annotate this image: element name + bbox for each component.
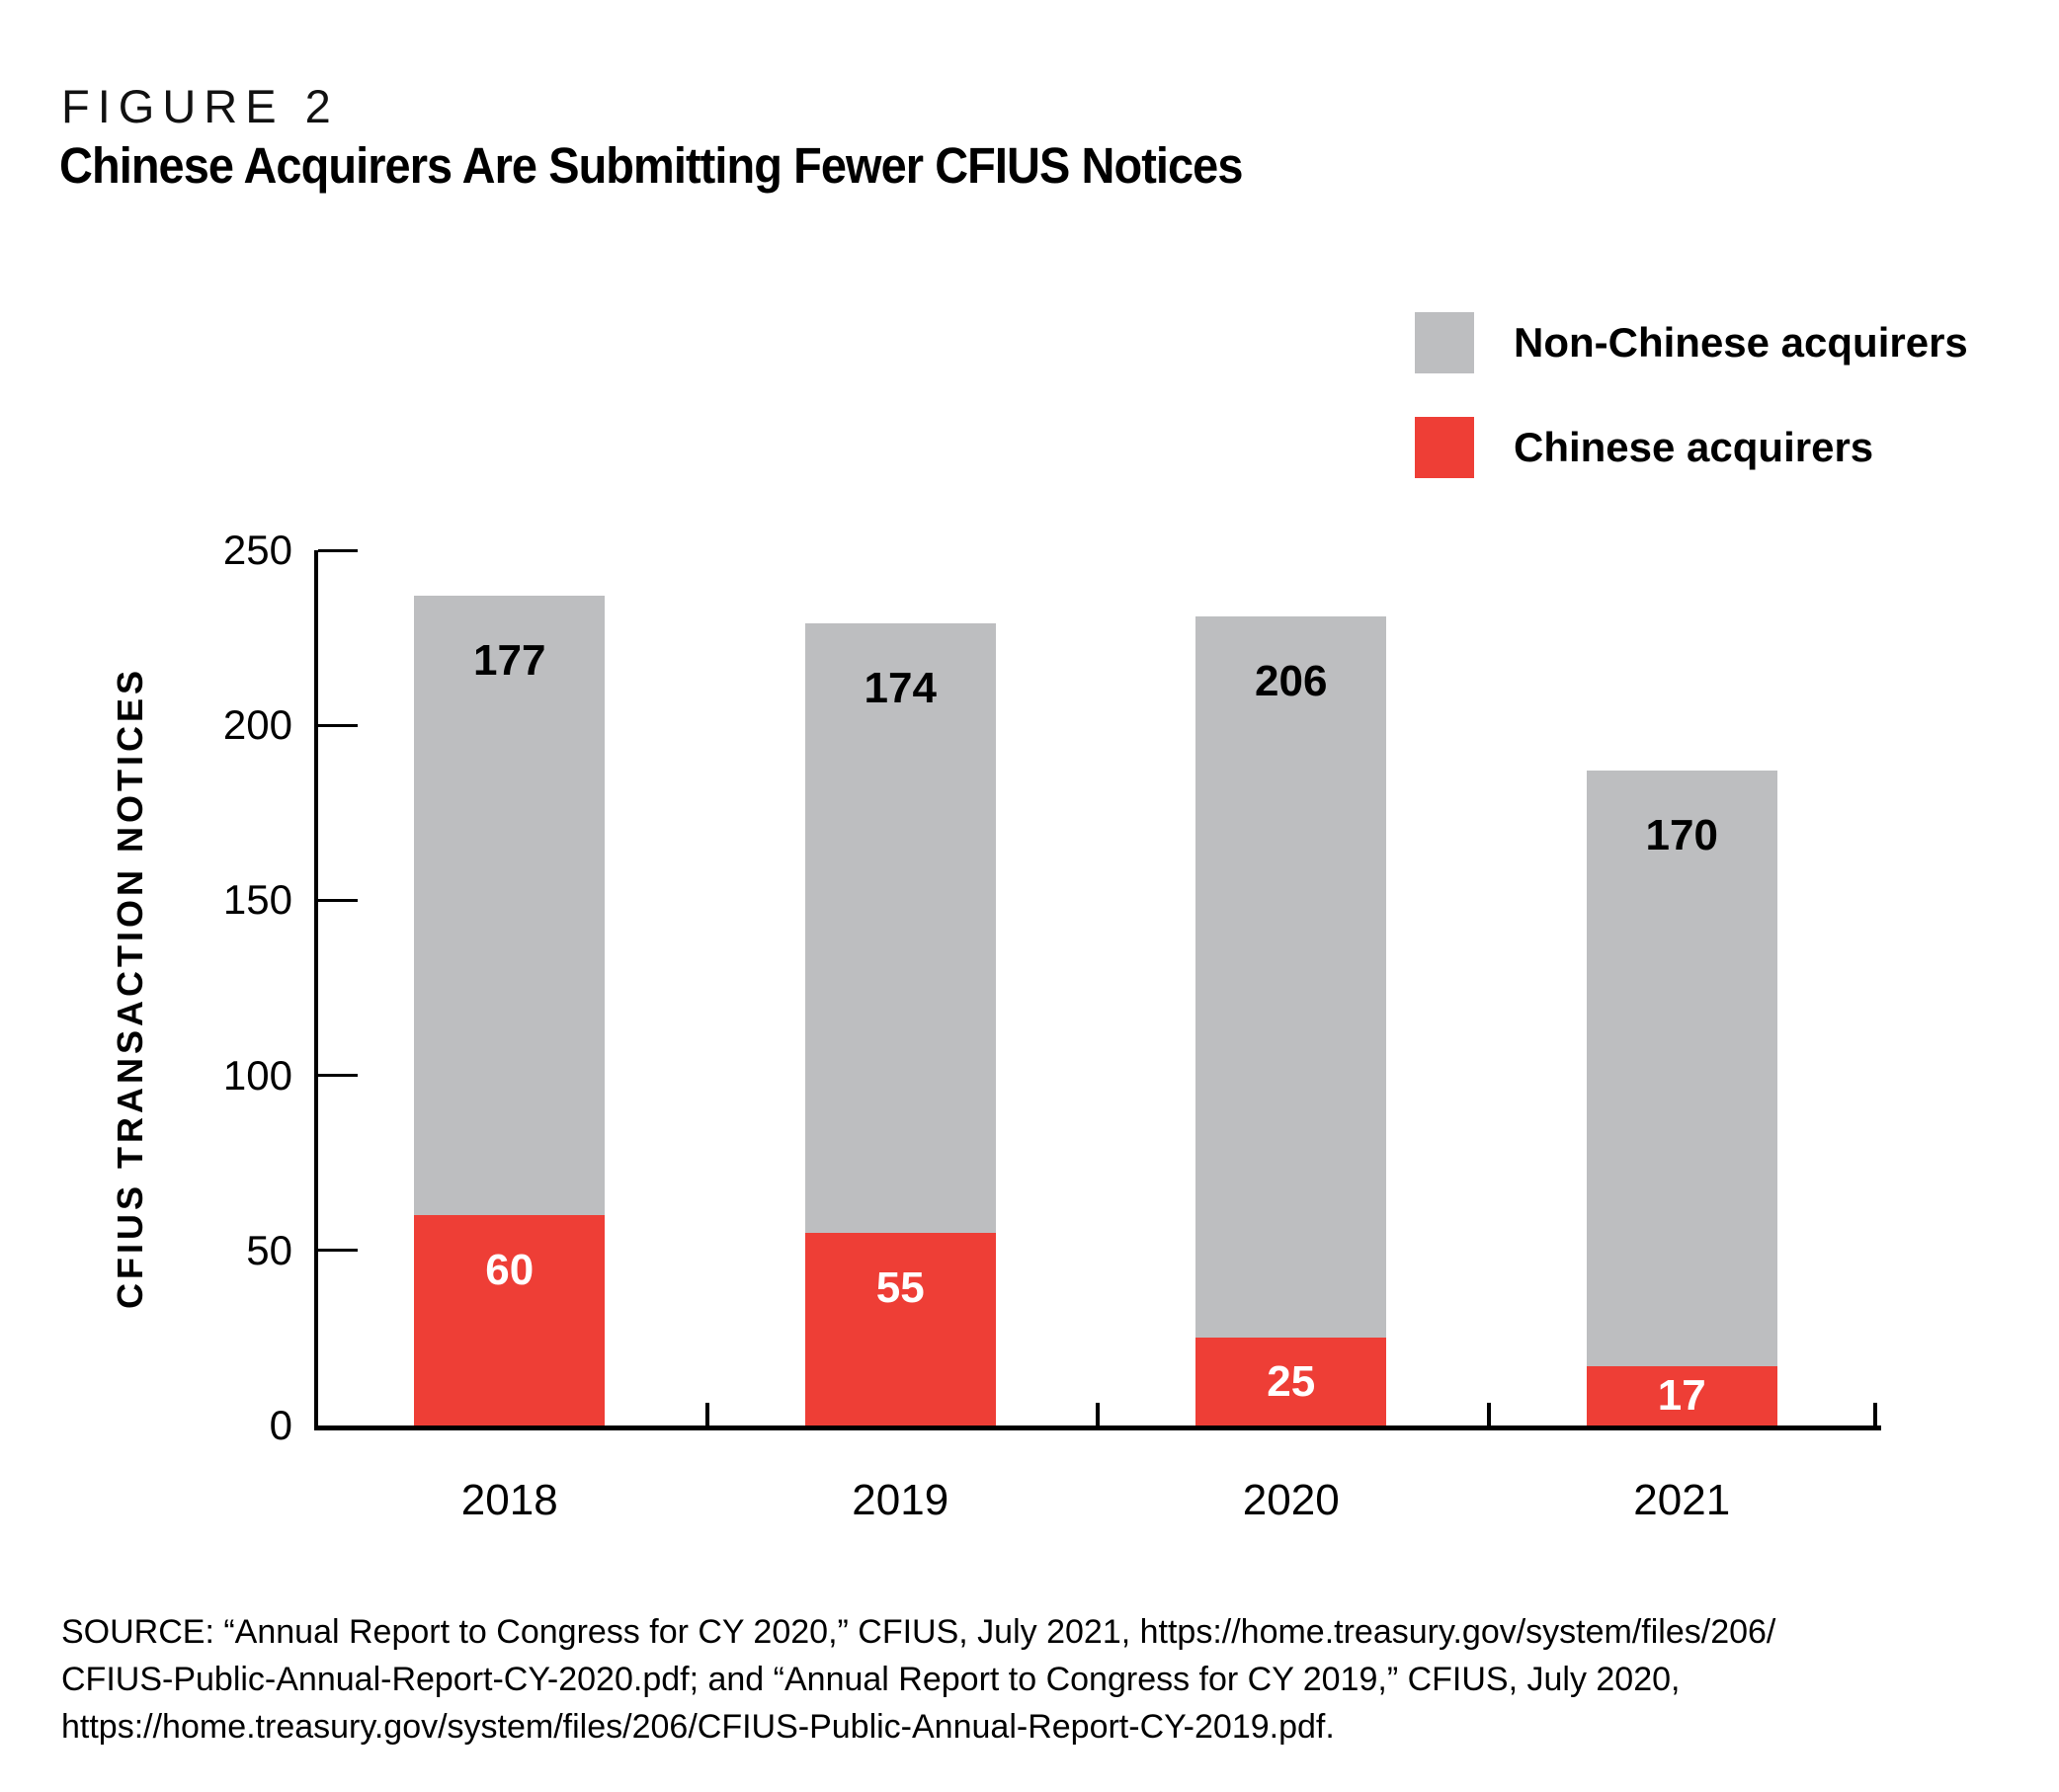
y-axis-tick xyxy=(318,1074,358,1078)
bar-value-label-non-chinese-2018: 177 xyxy=(473,636,546,686)
x-axis-tick xyxy=(1096,1403,1100,1425)
y-axis-tick xyxy=(318,1249,358,1253)
source-line: https://home.treasury.gov/system/files/2… xyxy=(61,1708,1335,1746)
legend-swatch-chinese xyxy=(1415,417,1474,478)
x-axis-line xyxy=(314,1425,1881,1430)
bar-value-label-chinese-2019: 55 xyxy=(875,1263,925,1313)
x-category-label-2018: 2018 xyxy=(460,1476,558,1524)
bar-segment-non-chinese-2019 xyxy=(804,623,996,1234)
source-line: CFIUS-Public-Annual-Report-CY-2020.pdf; … xyxy=(61,1661,1681,1698)
source-line: SOURCE: “Annual Report to Congress for C… xyxy=(61,1613,1776,1651)
bar-value-label-non-chinese-2019: 174 xyxy=(864,664,937,713)
figure-number: FIGURE 2 xyxy=(61,80,339,132)
x-axis-tick xyxy=(1486,1403,1491,1425)
bar-segment-non-chinese-2021 xyxy=(1586,771,1777,1366)
y-tick-label: 150 xyxy=(222,876,292,924)
x-axis-tick xyxy=(1873,1403,1877,1425)
y-tick-label: 100 xyxy=(222,1051,292,1099)
legend-label-non-chinese: Non-Chinese acquirers xyxy=(1514,319,1968,366)
x-axis-tick xyxy=(704,1403,709,1425)
bar-segment-chinese-2020 xyxy=(1195,1338,1387,1425)
bar-segment-chinese-2019 xyxy=(804,1233,996,1425)
y-axis-tick xyxy=(318,723,358,727)
bar-segment-non-chinese-2018 xyxy=(414,596,606,1216)
bar-value-label-chinese-2020: 25 xyxy=(1267,1356,1316,1406)
bar-segment-chinese-2021 xyxy=(1586,1365,1777,1425)
y-tick-label: 0 xyxy=(269,1402,292,1448)
bar-value-label-chinese-2018: 60 xyxy=(485,1246,535,1295)
y-tick-label: 250 xyxy=(222,527,292,573)
bar-segment-chinese-2018 xyxy=(414,1215,606,1425)
bar-value-label-non-chinese-2021: 170 xyxy=(1645,811,1718,860)
legend-item-non-chinese: Non-Chinese acquirers xyxy=(1415,312,1968,373)
bar-value-label-non-chinese-2020: 206 xyxy=(1255,657,1328,706)
y-tick-label: 200 xyxy=(222,701,292,749)
source-note: SOURCE: “Annual Report to Congress for C… xyxy=(61,1608,1775,1751)
y-axis-tick xyxy=(318,548,358,552)
legend-swatch-non-chinese xyxy=(1415,312,1474,373)
bar-value-label-chinese-2021: 17 xyxy=(1657,1370,1706,1420)
chart-title: Chinese Acquirers Are Submitting Fewer C… xyxy=(59,137,1243,194)
x-category-label-2021: 2021 xyxy=(1633,1476,1731,1524)
legend-item-chinese: Chinese acquirers xyxy=(1415,417,1968,478)
legend-label-chinese: Chinese acquirers xyxy=(1514,424,1874,470)
x-category-label-2020: 2020 xyxy=(1242,1476,1340,1524)
y-axis-line xyxy=(314,550,318,1429)
x-category-label-2019: 2019 xyxy=(852,1476,949,1524)
chart-legend: Non-Chinese acquirers Chinese acquirers xyxy=(1415,312,1968,522)
y-axis-tick xyxy=(318,898,358,902)
y-axis-title: CFIUS TRANSACTION NOTICES xyxy=(110,666,150,1310)
y-tick-label: 50 xyxy=(246,1226,292,1273)
bar-segment-non-chinese-2020 xyxy=(1195,616,1387,1339)
